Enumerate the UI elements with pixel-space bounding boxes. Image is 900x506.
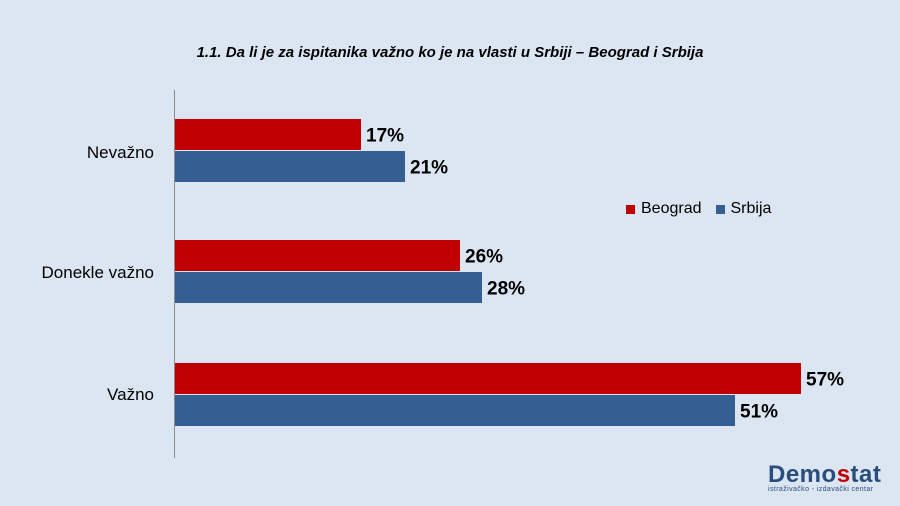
legend-label-srbija: Srbija [730, 200, 772, 217]
legend-swatch-beograd [626, 204, 635, 214]
data-label-beograd-0: 17% [366, 126, 404, 147]
data-label-beograd-1: 26% [465, 247, 503, 268]
chart-title: 1.1. Da li je za ispitanika važno ko je … [196, 44, 704, 61]
data-label-beograd-2: 57% [806, 370, 844, 391]
legend-label-beograd: Beograd [641, 200, 702, 217]
legend-item-srbija: Srbija [715, 200, 772, 218]
data-label-srbija-1: 28% [487, 279, 525, 300]
demostat-logo: Demostat istraživačko - izdavački centar [768, 462, 888, 494]
logo-wordmark-part: tat [850, 461, 882, 488]
logo-subtitle: istraživačko - izdavački centar [768, 486, 874, 493]
bar-srbija-0 [174, 151, 405, 182]
logo-wordmark-part: Demo [768, 461, 837, 488]
data-label-srbija-0: 21% [410, 158, 448, 179]
logo-wordmark: Demostat [768, 462, 888, 488]
legend-item-beograd: Beograd [626, 200, 702, 218]
legend: Beograd Srbija [626, 200, 785, 218]
bar-beograd-1 [174, 240, 460, 271]
category-label-donekle-vazno: Donekle važno [41, 263, 154, 282]
category-axis-line [174, 90, 175, 458]
data-label-srbija-2: 51% [740, 402, 778, 423]
legend-swatch-srbija [715, 204, 725, 214]
bar-srbija-1 [174, 272, 482, 303]
logo-wordmark-accent: s [836, 461, 851, 488]
bar-beograd-0 [174, 119, 361, 150]
bar-beograd-2 [174, 363, 801, 394]
category-label-vazno: Važno [107, 385, 154, 404]
bar-srbija-2 [174, 395, 735, 426]
category-label-nevazno: Nevažno [86, 143, 154, 162]
